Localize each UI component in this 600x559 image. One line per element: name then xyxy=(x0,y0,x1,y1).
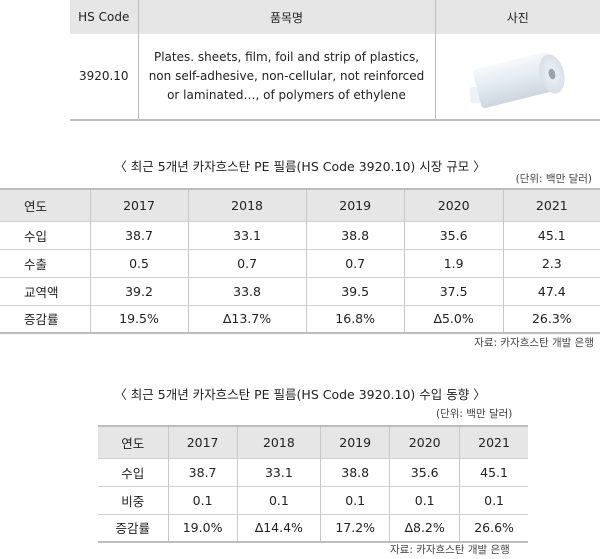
table-cell: 35.6 xyxy=(389,457,460,486)
table-cell: 0.1 xyxy=(459,485,528,514)
header-hs-code: HS Code xyxy=(70,0,138,34)
table-row: 수입 38.7 33.1 38.8 35.6 45.1 xyxy=(98,457,528,486)
table-cell: 0.1 xyxy=(236,485,321,514)
header-year: 2018 xyxy=(187,189,307,221)
table-cell: 19.0% xyxy=(167,513,238,542)
table-cell: ∆5.0% xyxy=(403,304,504,333)
table-cell: 35.6 xyxy=(403,220,504,249)
import-table-unit: (단위: 백만 달러) xyxy=(436,408,513,420)
table-cell: 33.8 xyxy=(187,276,307,305)
table-cell: 45.1 xyxy=(459,457,528,486)
header-year: 2021 xyxy=(459,426,528,458)
product-photo-cell xyxy=(434,34,600,120)
table-cell: 17.2% xyxy=(320,513,390,542)
table-row: 증감률 19.0% ∆14.4% 17.2% ∆8.2% 26.6% xyxy=(98,513,528,542)
row-label: 수출 xyxy=(0,248,90,277)
header-year: 2018 xyxy=(236,426,321,458)
row-label: 비중 xyxy=(98,485,168,514)
description-line: non self-adhesive, non-cellular, not rei… xyxy=(148,69,425,83)
header-year: 2020 xyxy=(389,426,460,458)
table-cell: 0.1 xyxy=(389,485,460,514)
row-label: 수입 xyxy=(0,220,90,249)
table-cell: 0.5 xyxy=(89,248,189,277)
table-cell: 37.5 xyxy=(403,276,504,305)
description-line: Plates. sheets, film, foil and strip of … xyxy=(153,50,420,64)
product-header-row: HS Code 품목명 사진 xyxy=(70,0,600,34)
header-year-label: 연도 xyxy=(98,426,168,458)
table-row: 교역액 39.2 33.8 39.5 37.5 47.4 xyxy=(0,276,600,305)
table-cell: 39.5 xyxy=(305,276,405,305)
product-description: Plates. sheets, film, foil and strip of … xyxy=(137,34,435,120)
header-photo: 사진 xyxy=(434,0,600,34)
table-cell: 16.8% xyxy=(305,304,405,333)
market-table-title: 〈 최근 5개년 카자흐스탄 PE 필름(HS Code 3920.10) 시장… xyxy=(114,159,486,174)
table-cell: 0.7 xyxy=(305,248,405,277)
market-table-unit: (단위: 백만 달러) xyxy=(515,173,592,185)
table-cell: 0.1 xyxy=(167,485,238,514)
import-trend-table: 연도 2017 2018 2019 2020 2021 수입 38.7 33.1 38.8 35.… xyxy=(98,425,528,543)
table-cell: 26.3% xyxy=(502,304,600,333)
header-year: 2019 xyxy=(305,189,405,221)
header-year: 2020 xyxy=(403,189,504,221)
header-year: 2017 xyxy=(89,189,189,221)
table-cell: 38.7 xyxy=(167,457,238,486)
import-header-row: 연도 2017 2018 2019 2020 2021 xyxy=(98,426,528,458)
hs-code-value: 3920.10 xyxy=(78,69,129,83)
product-info-table: HS Code 품목명 사진 3920.10 Plates. sheets, f… xyxy=(70,0,600,121)
import-table-title: 〈 최근 5개년 카자흐스탄 PE 필름(HS Code 3920.10) 수입… xyxy=(114,387,486,402)
table-cell: 45.1 xyxy=(502,220,600,249)
plastic-film-roll-icon xyxy=(468,46,569,109)
table-cell: 39.2 xyxy=(89,276,189,305)
table-row: 비중 0.1 0.1 0.1 0.1 0.1 xyxy=(98,485,528,514)
import-table-source: 자료: 카자흐스탄 개발 은행 xyxy=(390,544,510,556)
table-cell: 38.7 xyxy=(89,220,189,249)
table-cell: ∆13.7% xyxy=(187,304,307,333)
table-cell: 0.1 xyxy=(320,485,390,514)
table-cell: ∆14.4% xyxy=(236,513,321,542)
row-label: 수입 xyxy=(98,457,168,486)
header-year-label: 연도 xyxy=(0,189,90,221)
header-year: 2021 xyxy=(502,189,600,221)
table-cell: 38.8 xyxy=(320,457,390,486)
row-label: 증감률 xyxy=(0,304,90,333)
table-cell: 38.8 xyxy=(305,220,405,249)
table-cell: 1.9 xyxy=(403,248,504,277)
product-row: 3920.10 Plates. sheets, film, foil and s… xyxy=(70,34,600,120)
table-row: 수입 38.7 33.1 38.8 35.6 45.1 xyxy=(0,220,600,249)
table-cell: 33.1 xyxy=(187,220,307,249)
market-table-source: 자료: 카자흐스탄 개발 은행 xyxy=(474,337,594,349)
row-label: 교역액 xyxy=(0,276,90,305)
header-product-name: 품목명 xyxy=(137,0,435,34)
table-row: 수출 0.5 0.7 0.7 1.9 2.3 xyxy=(0,248,600,277)
table-cell: 33.1 xyxy=(236,457,321,486)
header-year: 2017 xyxy=(167,426,238,458)
row-label: 증감률 xyxy=(98,513,168,542)
market-header-row: 연도 2017 2018 2019 2020 2021 xyxy=(0,189,600,221)
market-size-table: 연도 2017 2018 2019 2020 2021 수입 38.7 33.1 38.8 35.… xyxy=(0,188,600,334)
table-cell: 0.7 xyxy=(187,248,307,277)
table-cell: ∆8.2% xyxy=(389,513,460,542)
description-line: or laminated…, of polymers of ethylene xyxy=(167,88,406,102)
table-cell: 26.6% xyxy=(459,513,528,542)
table-cell: 19.5% xyxy=(89,304,189,333)
table-cell: 47.4 xyxy=(502,276,600,305)
table-row: 증감률 19.5% ∆13.7% 16.8% ∆5.0% 26.3% xyxy=(0,304,600,333)
header-year: 2019 xyxy=(320,426,390,458)
table-cell: 2.3 xyxy=(502,248,600,277)
